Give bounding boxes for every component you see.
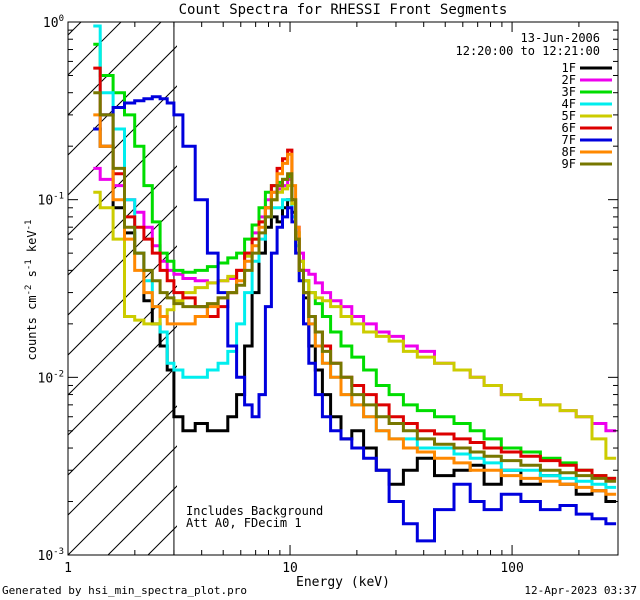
hatch-line xyxy=(68,405,177,516)
series-line-2f xyxy=(93,166,617,433)
legend-label-1f: 1F xyxy=(562,61,576,75)
x-tick-label: 10 xyxy=(282,561,298,576)
hatch-line xyxy=(68,205,177,316)
observation-time-range: 12:20:00 to 12:21:00 xyxy=(456,44,601,58)
y-tick-label: 10-1 xyxy=(38,192,65,209)
ylabel-sup3: -1 xyxy=(24,220,34,231)
axis-ticks xyxy=(67,21,619,556)
svg-text:counts cm-2 s-1 keV-1: counts cm-2 s-1 keV-1 xyxy=(24,220,39,361)
footer-generator: Generated by hsi_min_spectra_plot.pro xyxy=(2,584,247,597)
ylabel-mid: s xyxy=(25,270,39,284)
legend-label-7f: 7F xyxy=(562,133,576,147)
legend-label-5f: 5F xyxy=(562,109,576,123)
x-tick-label: 100 xyxy=(500,561,523,576)
ylabel-sup2: -1 xyxy=(24,259,34,270)
y-tick-label: 100 xyxy=(43,14,64,31)
legend-label-8f: 8F xyxy=(562,145,576,159)
hatch-lines xyxy=(0,0,177,555)
hatch-line xyxy=(68,85,177,196)
legend-label-4f: 4F xyxy=(562,97,576,111)
hatch-line xyxy=(68,125,177,236)
ylabel-main: counts cm xyxy=(25,295,39,360)
spectra-traces xyxy=(93,24,617,543)
hatch-line xyxy=(68,22,82,36)
legend-label-9f: 9F xyxy=(562,157,576,171)
annotation-background: Includes Background xyxy=(186,504,323,518)
x-axis-label: Energy (keV) xyxy=(296,575,390,590)
chart-title: Count Spectra for RHESSI Front Segments xyxy=(179,2,508,18)
attenuator-hatch-region xyxy=(0,0,177,555)
legend-label-2f: 2F xyxy=(562,73,576,87)
x-tick-labels: 1 10 100 xyxy=(64,561,524,576)
hatch-line xyxy=(68,45,177,156)
y-tick-label: 10-2 xyxy=(38,369,65,386)
hatch-line xyxy=(68,245,177,356)
series-line-6f xyxy=(93,66,617,480)
series-line-4f xyxy=(93,24,617,489)
legend-label-3f: 3F xyxy=(562,85,576,99)
ylabel-end: keV xyxy=(25,230,39,259)
series-line-7f xyxy=(93,95,617,543)
y-axis-label: counts cm-2 s-1 keV-1 xyxy=(24,220,39,361)
ylabel-sup1: -2 xyxy=(24,285,34,296)
plot-frame xyxy=(67,21,619,556)
hatch-line xyxy=(68,365,177,476)
series-line-9f xyxy=(93,91,617,483)
hatch-line xyxy=(68,22,162,116)
observation-date: 13-Jun-2006 xyxy=(521,31,600,45)
hatch-line xyxy=(68,445,177,555)
y-tick-labels: 100 10-1 10-2 10-3 xyxy=(38,14,65,564)
series-line-3f xyxy=(93,42,617,480)
hatch-line xyxy=(0,0,28,555)
hatch-line xyxy=(68,325,177,436)
series-line-5f xyxy=(93,184,617,460)
annotation-attenuator: Att A0, FDecim 1 xyxy=(186,516,302,530)
y-tick-label: 10-3 xyxy=(38,547,65,564)
x-tick-label: 1 xyxy=(64,561,72,576)
legend-label-6f: 6F xyxy=(562,121,576,135)
footer-timestamp: 12-Apr-2023 03:37 xyxy=(524,584,637,597)
